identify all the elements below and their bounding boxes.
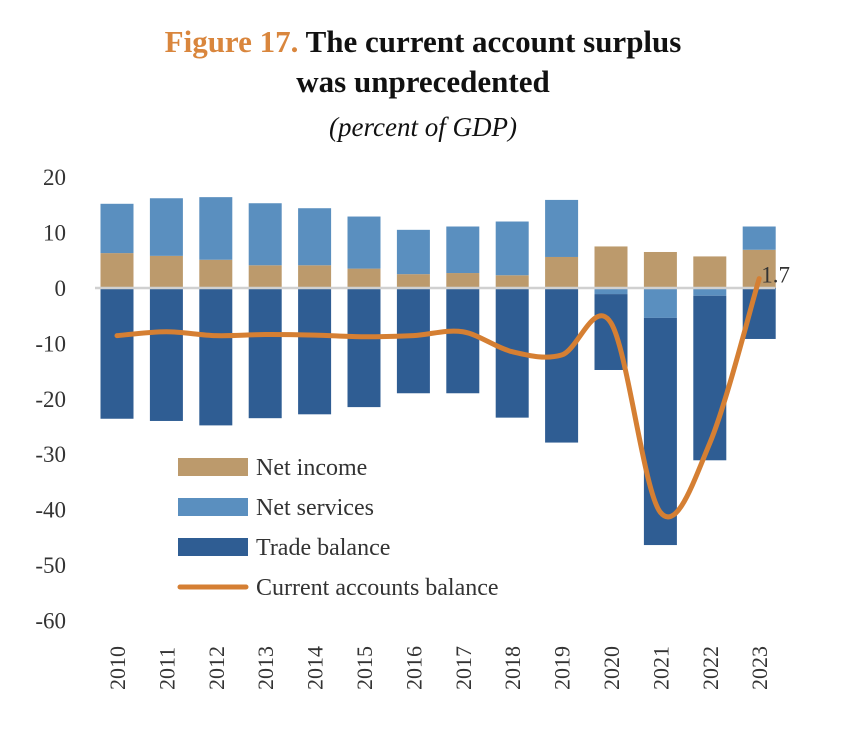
bar-net-services	[149, 198, 183, 256]
x-tick-label: 2020	[599, 646, 624, 690]
bar-trade-balance	[693, 295, 727, 461]
legend-label: Net services	[256, 495, 374, 521]
x-tick-label: 2021	[648, 646, 673, 690]
bar-net-income	[396, 274, 430, 288]
bar-net-services	[594, 288, 628, 295]
bar-net-income	[693, 256, 727, 288]
bar-trade-balance	[248, 288, 282, 419]
bar-net-income	[199, 259, 233, 288]
legend-label: Current accounts balance	[256, 575, 499, 601]
line-current-accounts-balance	[114, 276, 762, 520]
chart-title: The current account surplus was unpreced…	[296, 24, 682, 99]
x-tick-label: 2023	[747, 646, 772, 690]
x-tick-label: 2011	[154, 647, 179, 690]
chart-subtitle: (percent of GDP)	[329, 112, 517, 142]
x-tick-label: 2013	[253, 646, 278, 690]
bar-net-services	[495, 221, 529, 276]
bar-net-income	[248, 265, 282, 288]
bar-trade-balance	[298, 288, 332, 415]
y-tick-label: -30	[35, 442, 66, 467]
x-tick-label: 2015	[352, 646, 377, 690]
y-tick-label: 20	[43, 165, 66, 190]
figure-number: Figure 17.	[164, 24, 299, 59]
x-tick-label: 2022	[698, 646, 723, 690]
bar-net-services	[643, 288, 677, 318]
bar-trade-balance	[347, 288, 381, 408]
bar-net-income	[149, 255, 183, 288]
bar-net-services	[545, 199, 579, 257]
legend-swatch	[178, 498, 248, 516]
bar-net-services	[248, 203, 282, 266]
bar-net-services	[100, 203, 134, 254]
y-tick-label: -60	[35, 608, 66, 633]
bar-net-income	[643, 251, 677, 288]
bar-trade-balance	[149, 288, 183, 421]
data-label: 1.7	[761, 263, 790, 288]
bar-trade-balance	[545, 288, 579, 443]
bar-net-income	[594, 246, 628, 288]
x-tick-label: 2010	[105, 646, 130, 690]
bar-trade-balance	[100, 288, 134, 419]
y-tick-label: 10	[43, 221, 66, 246]
legend-label: Net income	[256, 455, 367, 481]
bar-net-income	[100, 253, 134, 288]
bar-trade-balance	[643, 317, 677, 546]
legend-swatch	[178, 458, 248, 476]
bar-net-services	[347, 216, 381, 269]
bar-net-services	[199, 197, 233, 260]
y-tick-label: -20	[35, 387, 66, 412]
x-tick-label: 2012	[204, 646, 229, 690]
bar-net-income	[446, 273, 480, 288]
bar-net-income	[298, 265, 332, 288]
chart-title-line: Figure 17. The current account surplus w…	[143, 22, 703, 102]
y-tick-label: -40	[35, 498, 66, 523]
bar-net-income	[495, 275, 529, 288]
y-tick-label: -50	[35, 553, 66, 578]
x-tick-label: 2019	[550, 646, 575, 690]
bar-trade-balance	[199, 288, 233, 426]
bar-trade-balance	[396, 288, 430, 394]
y-tick-label: -10	[35, 331, 66, 356]
legend-label: Trade balance	[256, 535, 390, 561]
x-tick-label: 2017	[451, 646, 476, 690]
bar-net-services	[693, 288, 727, 296]
legend-swatch	[178, 538, 248, 556]
y-tick-label: 0	[55, 276, 67, 301]
bar-net-income	[545, 256, 579, 288]
bar-net-income	[347, 268, 381, 288]
bar-net-services	[446, 226, 480, 274]
x-tick-label: 2014	[303, 646, 328, 690]
bar-net-services	[298, 208, 332, 266]
bar-net-services	[396, 229, 430, 275]
bar-net-services	[742, 226, 776, 250]
x-tick-label: 2016	[401, 646, 426, 690]
bar-trade-balance	[446, 288, 480, 394]
x-tick-label: 2018	[500, 646, 525, 690]
